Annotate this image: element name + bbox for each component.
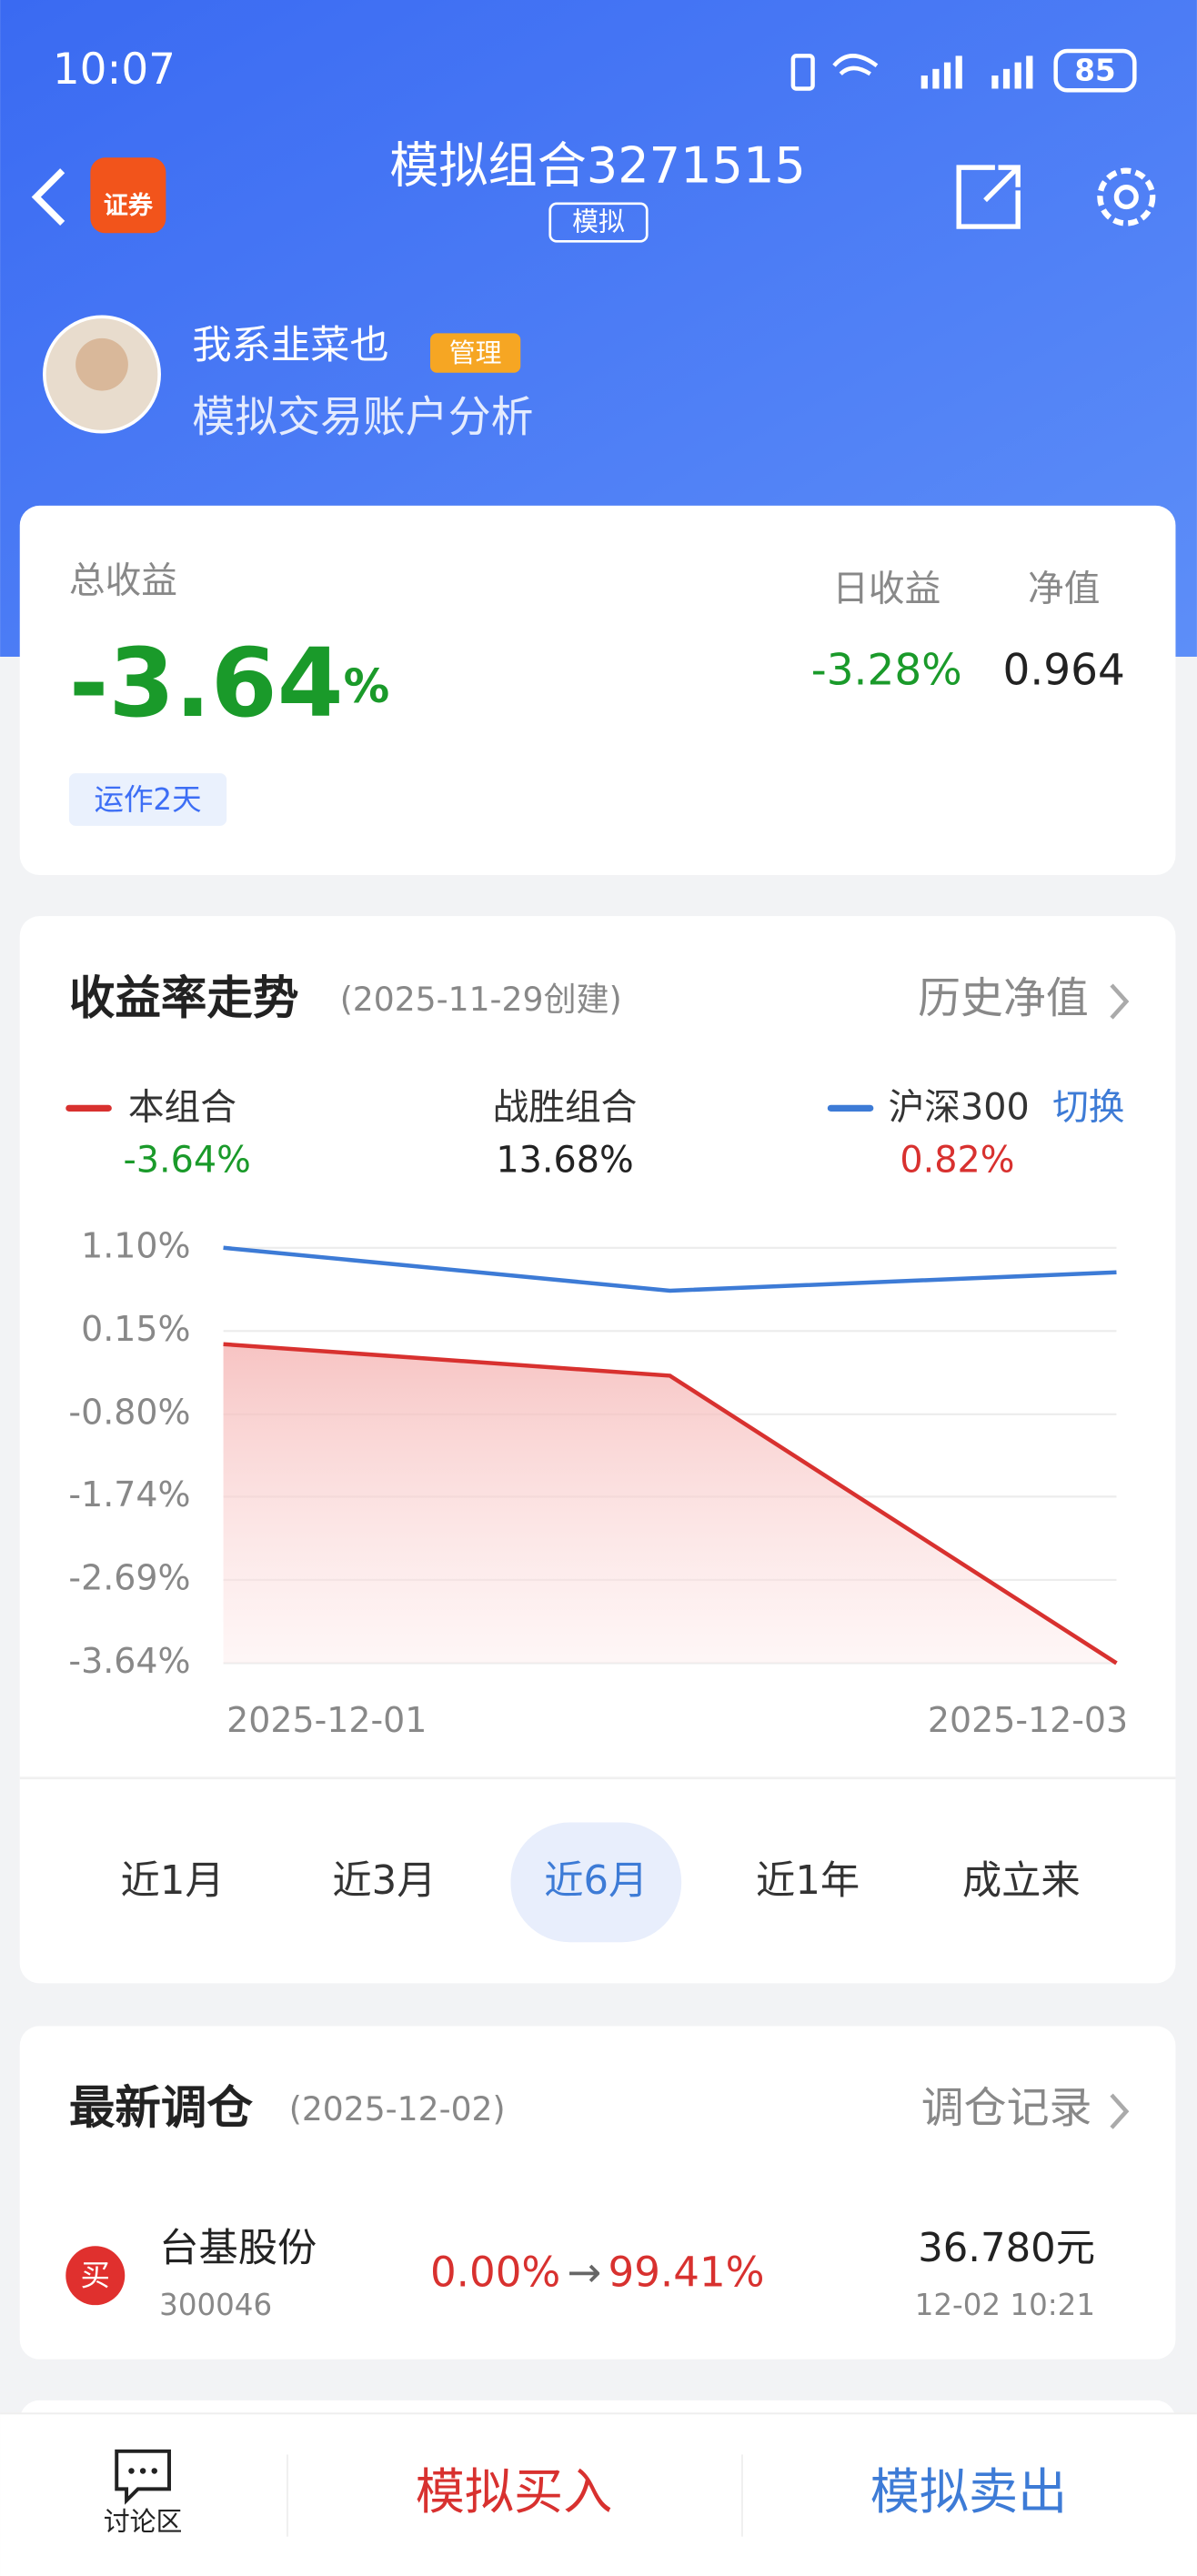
app-icon-label: 证券	[104, 191, 154, 220]
y-tick-label: 1.10%	[81, 1225, 190, 1265]
x-tick-label: 2025-12-01	[226, 1700, 427, 1740]
line	[223, 1342, 1118, 1665]
chevron	[1110, 2093, 1130, 2129]
signal	[920, 55, 1033, 89]
buy-badge-label: 买	[81, 2258, 110, 2292]
title-badge: 模拟	[572, 206, 625, 236]
profile-subtitle: 模拟交易账户分析	[192, 393, 533, 443]
title-badge-box	[548, 202, 649, 243]
range-tab[interactable]: 近1年	[756, 1858, 860, 1904]
weight-to: 99.41%	[609, 2249, 765, 2297]
legend-value: 0.82%	[900, 1139, 1014, 1181]
status-icons	[790, 48, 1137, 93]
switch-link[interactable]: 切换	[1052, 1087, 1124, 1129]
range-tab[interactable]: 近6月	[544, 1858, 648, 1904]
rebalance-title: 最新调仓	[69, 2081, 254, 2135]
rebalance-card	[19, 2026, 1176, 2360]
price: 36.780元	[918, 2226, 1095, 2271]
y-tick-label: -0.80%	[68, 1392, 190, 1432]
y-tick-label: -1.74%	[68, 1474, 190, 1514]
app-icon	[90, 157, 166, 234]
stock-code: 300046	[159, 2288, 272, 2322]
history-link[interactable]: 历史净值	[918, 974, 1089, 1024]
profile-name: 我系韭菜也	[192, 323, 388, 368]
y-tick-label: 0.15%	[81, 1309, 190, 1349]
legend-value: 13.68%	[496, 1139, 633, 1181]
nav-value: 0.964	[1003, 646, 1125, 696]
legend-name: 沪深300	[889, 1087, 1030, 1129]
total-return-unit: %	[344, 659, 390, 713]
total-label: 总收益	[69, 559, 177, 601]
buy-button[interactable]: 模拟买入	[416, 2463, 613, 2521]
weight-from: 0.00%	[430, 2249, 560, 2297]
role-badge: 管理	[449, 337, 502, 368]
battery: 85	[1074, 53, 1115, 87]
sell-button[interactable]: 模拟卖出	[870, 2463, 1068, 2521]
settings-button[interactable]	[1097, 167, 1156, 226]
tab-selected-bg	[510, 1822, 682, 1943]
summary-card	[19, 505, 1176, 876]
daily-value: -3.28%	[811, 646, 962, 696]
buy-badge	[65, 2246, 126, 2306]
avatar-face	[75, 337, 128, 391]
trend-created: (2025-11-29创建)	[340, 981, 622, 1019]
area	[223, 1343, 1117, 1664]
rebalance-link[interactable]: 调仓记录	[921, 2084, 1092, 2134]
nav-label: 净值	[1028, 568, 1100, 609]
days-badge-box	[68, 773, 227, 826]
x-tick-label: 2025-12-03	[928, 1700, 1128, 1740]
bottom-bar	[0, 2413, 1197, 2576]
discuss-dots	[128, 2468, 158, 2474]
range-tab[interactable]: 近3月	[332, 1858, 436, 1904]
range-tab[interactable]: 近1月	[121, 1858, 225, 1904]
range-tab[interactable]: 成立来	[962, 1858, 1081, 1904]
stock-name: 台基股份	[159, 2226, 317, 2271]
line	[223, 1245, 1117, 1293]
weight-change: 0.00% → 99.41%	[430, 2249, 765, 2297]
status-time: 10:07	[53, 45, 176, 95]
chart: 1.10% 0.15% -0.80% -1.74% -2.69% -3.64% 2025-1…	[68, 1225, 1128, 1740]
daily-label: 日收益	[832, 568, 940, 609]
share-button[interactable]	[956, 165, 1021, 229]
total-return: -3.64%	[69, 628, 389, 739]
total-return-value: -3.64	[69, 628, 344, 739]
trend-title: 收益率走势	[69, 971, 299, 1025]
legend-name: 战胜组合	[493, 1087, 638, 1129]
trade-time: 12-02 10:21	[915, 2288, 1095, 2322]
chevron	[1110, 983, 1130, 1020]
role-badge-box	[429, 333, 521, 373]
range-tabs: 近1月 近3月 近6月 近1年 成立来	[121, 1822, 1081, 1943]
y-tick-label: -3.64%	[68, 1641, 190, 1681]
page-title: 模拟组合3271515	[389, 137, 806, 195]
days-badge: 运作2天	[94, 782, 201, 817]
discuss-label[interactable]: 讨论区	[104, 2506, 183, 2537]
weight-arrow: →	[568, 2249, 602, 2297]
legend-value: -3.64%	[123, 1139, 250, 1181]
y-tick-label: -2.69%	[68, 1557, 190, 1597]
discuss-icon[interactable]	[115, 2449, 171, 2505]
rebalance-date: (2025-12-02)	[289, 2090, 506, 2128]
back-button[interactable]	[31, 168, 65, 226]
legend-name: 本组合	[128, 1087, 236, 1129]
